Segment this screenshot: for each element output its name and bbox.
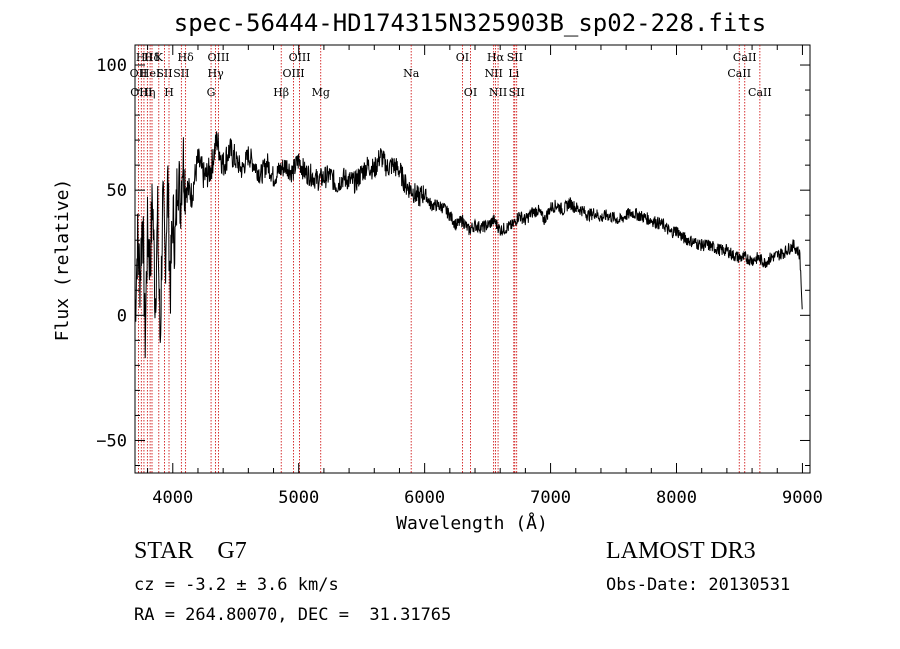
line-id-label: NII	[484, 67, 502, 80]
line-id-label: OIII	[130, 86, 152, 99]
line-id-label: SII	[509, 86, 525, 99]
survey-label: LAMOST DR3	[606, 538, 756, 564]
line-id-label: SII	[156, 67, 172, 80]
x-tick-label: 4000	[152, 488, 193, 508]
line-id-label: K	[155, 51, 164, 64]
line-id-label: CaII	[727, 67, 751, 80]
line-id-label: Hθ	[136, 51, 153, 64]
line-id-label: Hδ	[144, 51, 161, 64]
line-id-label: OIII	[289, 51, 311, 64]
x-tick-label: 6000	[404, 488, 445, 508]
line-id-label: Hγ	[208, 67, 225, 80]
line-id-label: Li	[508, 67, 519, 80]
plot-frame	[134, 44, 811, 474]
redshift-label: cz = -3.2 ± 3.6 km/s	[134, 575, 339, 595]
flux-series-line	[134, 131, 803, 359]
line-id-label: SII	[507, 51, 523, 64]
spectral-line-markers	[138, 45, 761, 473]
x-axis-label: Wavelength (Å)	[396, 512, 548, 534]
line-id-label: HeI	[140, 67, 160, 80]
y-tick-label: −50	[96, 431, 127, 451]
x-axis-ticks: 4000 5000 6000 7000 8000 9000	[147, 45, 823, 508]
line-id-label: CaII	[748, 86, 772, 99]
x-tick-label: 8000	[656, 488, 697, 508]
line-id-label: SII	[173, 67, 189, 80]
observation-date-label: Obs-Date: 20130531	[606, 575, 791, 595]
spectral-line-labels: OIIOIIIHθHηHeIHδKSIIHHδSIIGHγOIIIHβOIIIO…	[130, 51, 772, 99]
line-id-label: Hη	[139, 86, 155, 99]
line-id-label: G	[207, 86, 216, 99]
y-tick-label: 100	[96, 56, 127, 76]
line-id-label: OIII	[207, 51, 229, 64]
x-tick-label: 9000	[782, 488, 823, 508]
coordinates-label: RA = 264.80070, DEC = 31.31765	[134, 605, 452, 625]
line-id-label: Hα	[487, 51, 505, 64]
x-tick-label: 5000	[278, 488, 319, 508]
line-id-label: OII	[130, 67, 148, 80]
y-axis-label: Flux (relative)	[52, 179, 73, 342]
line-id-label: Mg	[312, 86, 330, 99]
line-id-label: Hβ	[273, 86, 289, 99]
line-id-label: OI	[464, 86, 477, 99]
y-tick-label: 0	[117, 306, 127, 326]
line-id-label: OIII	[283, 67, 305, 80]
line-id-label: CaII	[733, 51, 757, 64]
y-axis-ticks: −50 0 50 100	[96, 56, 810, 466]
line-id-label: OI	[456, 51, 469, 64]
chart-title: spec-56444-HD174315N325903B_sp02-228.fit…	[174, 9, 766, 37]
line-id-label: H	[164, 86, 174, 99]
x-tick-label: 7000	[530, 488, 571, 508]
y-tick-label: 50	[107, 181, 127, 201]
line-id-label: NII	[489, 86, 507, 99]
line-id-label: Hδ	[178, 51, 195, 64]
line-id-label: Na	[403, 67, 420, 80]
star-class-label: STAR G7	[134, 538, 247, 564]
